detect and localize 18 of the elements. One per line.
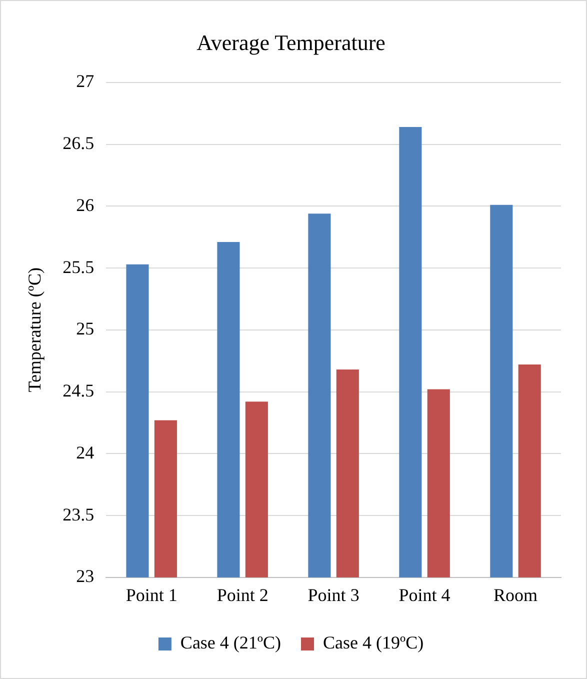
y-tick-label: 23.5 xyxy=(62,504,94,524)
y-tick-label: 25 xyxy=(76,318,94,339)
x-tick-label: Point 3 xyxy=(308,584,360,605)
y-tick-label: 26.5 xyxy=(62,133,94,154)
legend-label: Case 4 (19ºC) xyxy=(323,632,424,653)
legend-label: Case 4 (21ºC) xyxy=(180,632,282,653)
y-tick-label: 24.5 xyxy=(62,380,94,401)
y-tick-label: 26 xyxy=(76,194,94,215)
y-tick-label: 23 xyxy=(76,566,94,586)
y-axis-title: Temperature (ºC) xyxy=(24,268,45,392)
x-tick-label: Point 2 xyxy=(216,584,268,605)
chart-title: Average Temperature xyxy=(196,30,386,55)
x-tick-label: Point 4 xyxy=(398,584,450,605)
x-tick-label: Room xyxy=(494,584,538,605)
y-tick-label: 27 xyxy=(76,71,94,92)
x-tick-label: Point 1 xyxy=(126,584,178,605)
y-tick-label: 24 xyxy=(76,442,94,462)
y-tick-label: 25.5 xyxy=(62,256,94,277)
